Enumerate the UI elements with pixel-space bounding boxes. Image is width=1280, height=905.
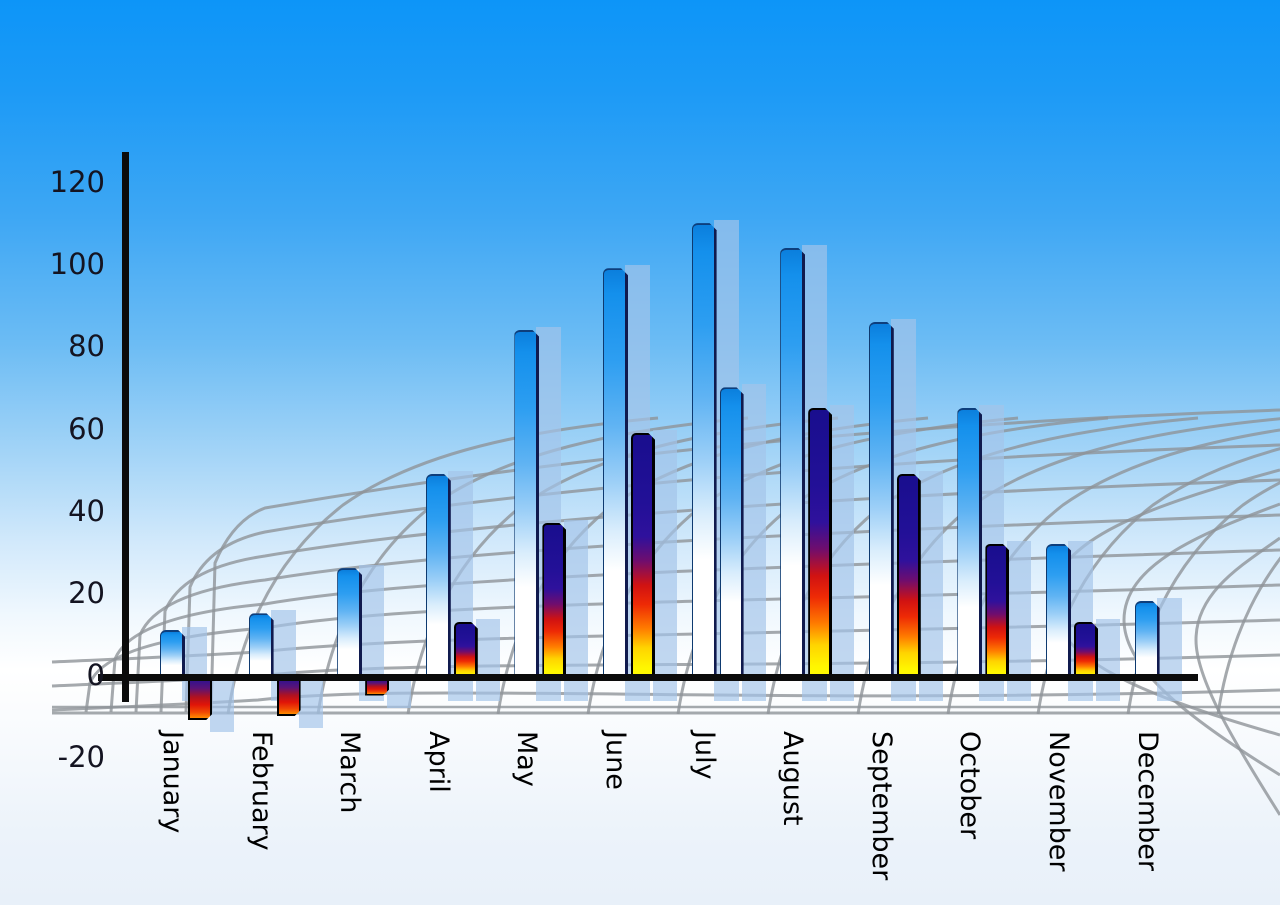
bar-july-primary: [692, 223, 717, 677]
bar-february-secondary-shadow: [298, 679, 323, 729]
bar-august-secondary: [808, 408, 832, 677]
x-label-september: September: [865, 731, 897, 881]
bar-june-primary: [603, 268, 628, 677]
x-label-october: October: [954, 731, 986, 840]
bar-june-secondary: [631, 433, 655, 677]
bar-july-secondary-shadow: [741, 384, 766, 701]
bar-may-secondary: [542, 523, 566, 677]
grid-line: [134, 513, 1280, 713]
bar-october-primary: [957, 408, 982, 677]
x-label-march: March: [334, 731, 366, 814]
y-tick-label: 80: [68, 329, 105, 364]
x-label-august: August: [777, 731, 809, 826]
grid-line: [109, 548, 1280, 713]
bar-july-secondary: [720, 387, 744, 677]
x-label-february: February: [245, 731, 277, 851]
x-label-april: April: [422, 731, 454, 793]
x-axis-line: [98, 674, 1198, 681]
grid-line: [1194, 536, 1280, 816]
bar-august-secondary-shadow: [830, 404, 855, 701]
x-label-january: January: [157, 731, 188, 834]
bar-april-secondary: [454, 622, 478, 677]
bar-november-primary: [1046, 544, 1071, 677]
bar-february-primary: [249, 613, 274, 677]
bar-january-secondary: [188, 680, 212, 720]
bar-november-secondary-shadow: [1096, 618, 1120, 701]
bar-september-secondary: [897, 474, 921, 677]
bar-november-secondary: [1074, 622, 1098, 677]
bar-august-primary: [780, 248, 805, 677]
y-axis-line: [122, 152, 129, 702]
y-tick-label: 100: [49, 247, 105, 282]
y-tick-label: 60: [68, 411, 105, 446]
x-label-may: May: [511, 731, 543, 787]
grid-line: [51, 653, 1280, 688]
bar-september-secondary-shadow: [918, 470, 943, 701]
bar-april-primary: [426, 474, 451, 677]
bar-april-secondary-shadow: [475, 618, 500, 701]
bar-march-secondary: [365, 680, 389, 696]
bar-september-primary: [869, 322, 894, 677]
bar-june-secondary-shadow: [653, 429, 677, 701]
bar-october-secondary: [985, 544, 1009, 677]
y-tick-label: 120: [49, 165, 105, 199]
grid-line: [1216, 556, 1280, 715]
bar-february-secondary: [277, 680, 301, 716]
bar-december-primary: [1135, 601, 1160, 677]
x-label-november: November: [1043, 731, 1074, 872]
y-tick-label: -20: [57, 740, 105, 775]
x-label-december: December: [1131, 731, 1163, 872]
bar-march-primary: [337, 568, 362, 677]
grid-line: [1122, 502, 1280, 777]
bar-march-secondary-shadow: [387, 679, 412, 708]
bar-january-secondary-shadow: [210, 679, 234, 733]
bar-january-primary: [160, 630, 185, 677]
bar-december-primary-shadow: [1156, 598, 1182, 701]
grid-line: [51, 618, 1280, 664]
bar-may-secondary-shadow: [564, 519, 589, 701]
x-label-july: July: [688, 731, 720, 780]
x-label-june: June: [600, 731, 631, 790]
y-tick-label: 20: [68, 575, 105, 610]
y-tick-label: 0: [86, 658, 105, 692]
y-tick-label: 40: [68, 493, 105, 528]
bar-may-primary: [514, 330, 539, 677]
